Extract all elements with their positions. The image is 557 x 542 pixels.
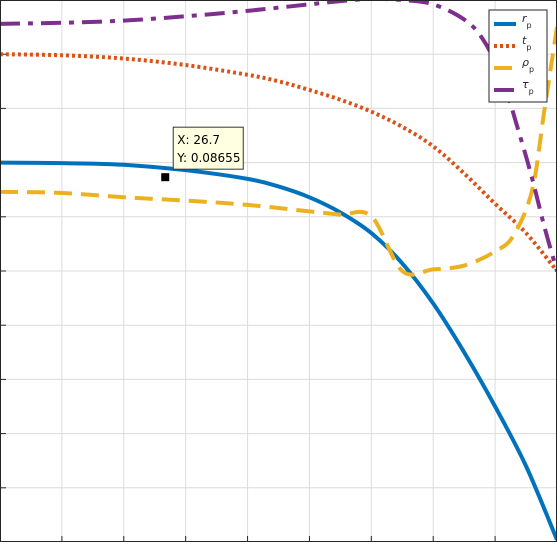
datatip-x-label: X: 26.7 (177, 133, 220, 147)
legend-label-tau-p: τp (522, 78, 534, 96)
series-line-t-p[interactable] (0, 52, 557, 273)
legend-box (488, 9, 548, 103)
legend-label-subscript: p (527, 21, 532, 30)
legend-label-r-p: rp (522, 12, 532, 30)
datatip-marker[interactable] (161, 173, 170, 182)
datatip-box (172, 126, 244, 170)
series-line-tau-p[interactable] (0, 0, 557, 272)
legend-label-t-p: tp (522, 34, 531, 52)
legend-label-subscript: p (529, 65, 534, 74)
legend-label-subscript: p (529, 87, 534, 96)
datatip-y-label: Y: 0.08655 (176, 151, 240, 165)
series-line-r-p[interactable] (0, 160, 557, 541)
series-line-rho-p[interactable] (0, 26, 557, 277)
legend-label-subscript: p (526, 43, 531, 52)
datatip[interactable]: X: 26.7 Y: 0.08655 (161, 126, 244, 182)
